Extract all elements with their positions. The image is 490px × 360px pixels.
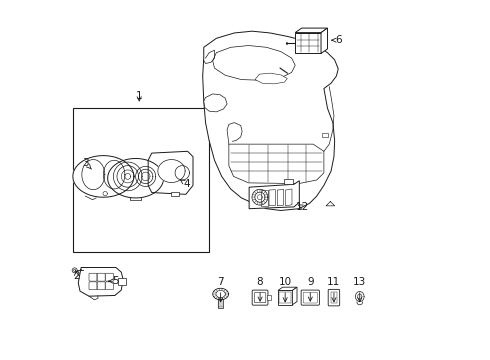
FancyBboxPatch shape bbox=[97, 273, 105, 281]
FancyBboxPatch shape bbox=[97, 282, 105, 290]
Polygon shape bbox=[286, 189, 292, 206]
FancyBboxPatch shape bbox=[328, 289, 340, 306]
Polygon shape bbox=[293, 287, 297, 305]
Text: 10: 10 bbox=[279, 277, 292, 302]
FancyBboxPatch shape bbox=[252, 290, 268, 305]
FancyBboxPatch shape bbox=[89, 282, 97, 290]
Text: 2: 2 bbox=[73, 271, 80, 281]
FancyBboxPatch shape bbox=[303, 292, 317, 303]
FancyBboxPatch shape bbox=[105, 273, 113, 281]
Text: 7: 7 bbox=[217, 277, 224, 302]
Text: 5: 5 bbox=[109, 276, 119, 286]
FancyBboxPatch shape bbox=[89, 273, 97, 281]
FancyBboxPatch shape bbox=[254, 293, 266, 303]
Bar bbox=[322, 133, 328, 137]
Text: 12: 12 bbox=[296, 202, 309, 212]
Bar bbox=[267, 296, 271, 300]
Polygon shape bbox=[73, 156, 134, 197]
Text: 1: 1 bbox=[136, 91, 143, 102]
FancyBboxPatch shape bbox=[301, 290, 319, 305]
Polygon shape bbox=[148, 151, 193, 194]
Polygon shape bbox=[284, 179, 293, 184]
Text: 3: 3 bbox=[82, 158, 92, 169]
Polygon shape bbox=[172, 192, 179, 196]
Polygon shape bbox=[261, 190, 268, 206]
Bar bbox=[73, 108, 209, 252]
Polygon shape bbox=[204, 94, 227, 112]
Polygon shape bbox=[78, 267, 123, 296]
Text: 9: 9 bbox=[307, 277, 314, 301]
Polygon shape bbox=[213, 45, 295, 80]
Polygon shape bbox=[326, 202, 335, 206]
Polygon shape bbox=[103, 160, 125, 189]
Polygon shape bbox=[229, 144, 324, 184]
Polygon shape bbox=[203, 31, 338, 211]
Polygon shape bbox=[269, 190, 275, 206]
Polygon shape bbox=[278, 291, 293, 305]
Text: 4: 4 bbox=[180, 179, 190, 189]
Polygon shape bbox=[277, 189, 284, 206]
Text: 11: 11 bbox=[327, 277, 341, 302]
FancyBboxPatch shape bbox=[105, 282, 113, 290]
Polygon shape bbox=[119, 278, 125, 285]
Polygon shape bbox=[108, 158, 164, 198]
Bar bbox=[331, 292, 337, 303]
Text: 13: 13 bbox=[353, 277, 367, 302]
Bar bbox=[279, 292, 291, 303]
Polygon shape bbox=[295, 33, 321, 53]
Text: 6: 6 bbox=[332, 35, 342, 45]
Text: 8: 8 bbox=[257, 277, 263, 301]
Polygon shape bbox=[278, 287, 297, 291]
Polygon shape bbox=[158, 159, 185, 183]
Polygon shape bbox=[321, 28, 327, 53]
Polygon shape bbox=[295, 28, 327, 33]
Polygon shape bbox=[82, 159, 105, 190]
Polygon shape bbox=[249, 181, 299, 209]
Polygon shape bbox=[255, 73, 287, 84]
